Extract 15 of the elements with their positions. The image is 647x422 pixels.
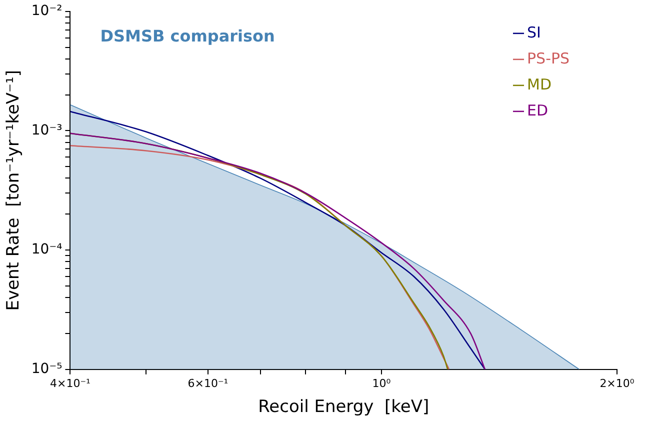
legend-label: MD — [527, 75, 552, 94]
y-tick-label: 10⁻⁴ — [31, 242, 63, 258]
x-tick-label: 6×10⁻¹ — [188, 376, 228, 390]
y-tick-label: 10⁻³ — [31, 122, 62, 138]
y-tick-label: 10⁻⁵ — [31, 361, 62, 378]
x-tick-label: 4×10⁻¹ — [50, 376, 90, 390]
x-tick-label: 2×10⁰ — [600, 376, 635, 390]
y-tick-label: 10⁻² — [31, 3, 62, 20]
annotation: DSMSB comparison — [100, 26, 275, 46]
x-tick-label: 10⁰ — [372, 376, 392, 390]
legend-label: ED — [527, 101, 548, 120]
legend-label: SI — [527, 23, 541, 42]
legend-label: PS-PS — [527, 49, 570, 68]
x-axis-title: Recoil Energy [keV] — [258, 397, 430, 418]
y-axis-title: Event Rate [ton⁻¹yr⁻¹keV⁻¹] — [4, 70, 24, 311]
